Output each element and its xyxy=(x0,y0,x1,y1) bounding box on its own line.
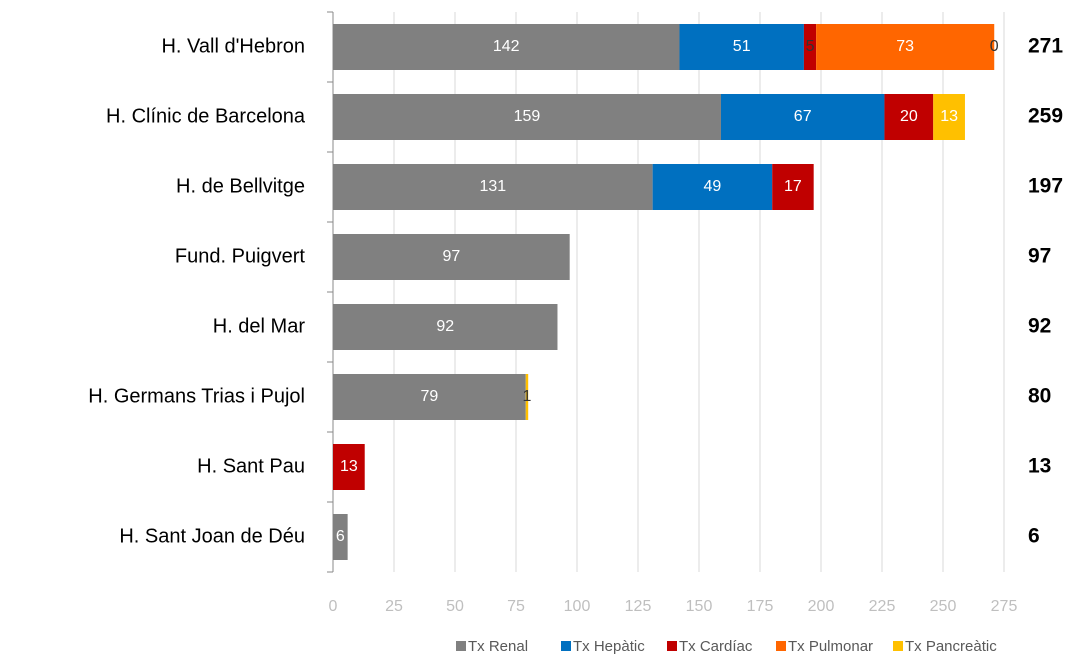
bar-segment xyxy=(803,24,817,70)
category-label: H. del Mar xyxy=(213,315,306,337)
legend-swatch xyxy=(561,641,571,651)
legend-label: Tx Pulmonar xyxy=(788,638,873,655)
x-tick-label: 50 xyxy=(446,598,464,615)
total-label: 6 xyxy=(1028,525,1040,548)
bar-segment xyxy=(333,94,721,140)
x-tick-label: 25 xyxy=(385,598,403,615)
bar-segment xyxy=(720,94,885,140)
legend-label: Tx Pancreàtic xyxy=(905,638,997,655)
legend-label: Tx Renal xyxy=(468,638,528,655)
bar-segment xyxy=(525,374,529,420)
x-tick-label: 125 xyxy=(625,598,652,615)
x-tick-label: 150 xyxy=(686,598,713,615)
total-label: 271 xyxy=(1028,35,1063,58)
data-label: 1 xyxy=(523,388,532,405)
bar-segment xyxy=(333,164,653,210)
bar-segment xyxy=(333,444,365,490)
category-label: H. Clínic de Barcelona xyxy=(106,105,306,127)
x-tick-label: 100 xyxy=(564,598,591,615)
category-label: H. de Bellvitge xyxy=(176,175,305,197)
legend-swatch xyxy=(456,641,466,651)
bar-segment xyxy=(884,94,934,140)
data-label: 159 xyxy=(514,108,541,125)
bar-segment xyxy=(333,304,558,350)
bar-segment xyxy=(652,164,773,210)
x-tick-label: 250 xyxy=(930,598,957,615)
data-label: 6 xyxy=(336,528,345,545)
x-tick-label: 200 xyxy=(808,598,835,615)
total-label: 13 xyxy=(1028,455,1051,478)
category-label: Fund. Puigvert xyxy=(175,245,306,267)
data-label: 13 xyxy=(340,458,358,475)
bar-segment xyxy=(679,24,804,70)
data-label: 67 xyxy=(794,108,812,125)
data-label: 0 xyxy=(990,38,999,55)
data-label: 20 xyxy=(900,108,918,125)
total-label: 97 xyxy=(1028,245,1051,268)
bar-segment xyxy=(333,374,526,420)
data-label: 51 xyxy=(733,38,751,55)
data-label: 73 xyxy=(896,38,914,55)
total-label: 92 xyxy=(1028,315,1051,338)
x-tick-label: 175 xyxy=(747,598,774,615)
bar-segment xyxy=(333,234,570,280)
legend-label: Tx Cardíac xyxy=(679,638,753,655)
bar-segment xyxy=(816,24,995,70)
legend-swatch xyxy=(776,641,786,651)
data-label: 92 xyxy=(436,318,454,335)
data-label: 79 xyxy=(420,388,438,405)
total-label: 259 xyxy=(1028,105,1063,128)
x-tick-label: 275 xyxy=(991,598,1018,615)
bar-segment xyxy=(333,24,680,70)
x-tick-label: 75 xyxy=(507,598,525,615)
data-label: 142 xyxy=(493,38,520,55)
data-label: 97 xyxy=(442,248,460,265)
bar-segment xyxy=(333,514,348,560)
data-label: 5 xyxy=(806,38,815,55)
total-label: 197 xyxy=(1028,175,1063,198)
data-label: 131 xyxy=(479,178,506,195)
legend-label: Tx Hepàtic xyxy=(573,638,645,655)
bar-segment xyxy=(933,94,965,140)
legend-swatch xyxy=(893,641,903,651)
data-label: 17 xyxy=(784,178,802,195)
category-label: H. Sant Joan de Déu xyxy=(119,525,305,547)
total-label: 80 xyxy=(1028,385,1051,408)
data-label: 13 xyxy=(940,108,958,125)
category-label: H. Vall d'Hebron xyxy=(161,35,305,57)
category-label: H. Sant Pau xyxy=(197,455,305,477)
category-label: H. Germans Trias i Pujol xyxy=(88,385,305,407)
legend-swatch xyxy=(667,641,677,651)
x-tick-label: 0 xyxy=(329,598,338,615)
data-label: 49 xyxy=(704,178,722,195)
bar-segment xyxy=(772,164,814,210)
x-tick-label: 225 xyxy=(869,598,896,615)
